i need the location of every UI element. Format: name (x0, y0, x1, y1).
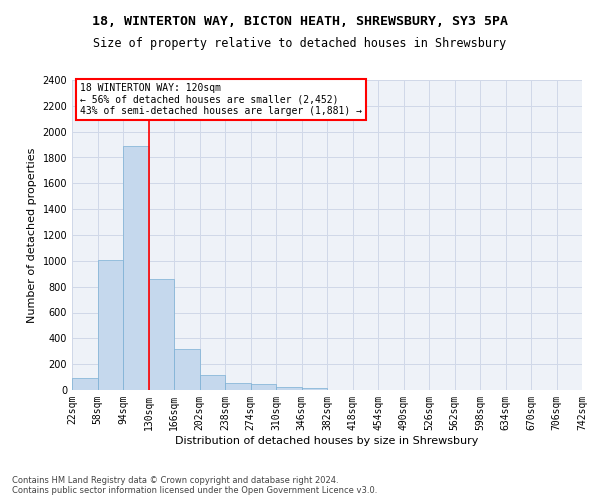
Bar (72, 378, 97, 390)
Bar (149, 279, 174, 390)
X-axis label: Distribution of detached houses by size in Shrewsbury: Distribution of detached houses by size … (175, 436, 479, 446)
Text: 18 WINTERTON WAY: 120sqm
← 56% of detached houses are smaller (2,452)
43% of sem: 18 WINTERTON WAY: 120sqm ← 56% of detach… (80, 82, 362, 116)
Bar (302, 388, 327, 390)
Text: Contains HM Land Registry data © Crown copyright and database right 2024.: Contains HM Land Registry data © Crown c… (12, 476, 338, 485)
Bar (123, 146, 149, 390)
Bar (251, 384, 276, 390)
Text: Contains public sector information licensed under the Open Government Licence v3: Contains public sector information licen… (12, 486, 377, 495)
Text: 18, WINTERTON WAY, BICTON HEATH, SHREWSBURY, SY3 5PA: 18, WINTERTON WAY, BICTON HEATH, SHREWSB… (92, 15, 508, 28)
Bar (276, 387, 302, 390)
Bar (199, 374, 225, 390)
Bar (225, 382, 251, 390)
Text: Size of property relative to detached houses in Shrewsbury: Size of property relative to detached ho… (94, 38, 506, 51)
Bar (174, 350, 199, 390)
Bar (97, 260, 123, 390)
Y-axis label: Number of detached properties: Number of detached properties (27, 148, 37, 322)
